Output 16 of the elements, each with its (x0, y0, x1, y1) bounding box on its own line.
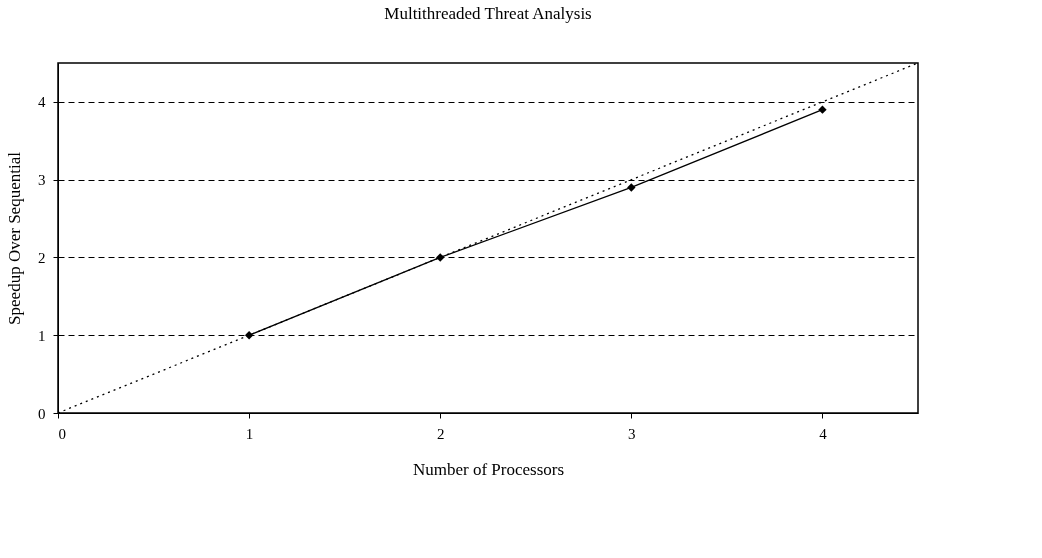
x-tick-label: 3 (628, 425, 636, 442)
y-tick-label: 1 (38, 327, 46, 344)
x-axis-title: Number of Processors (412, 459, 565, 479)
point (627, 183, 636, 192)
x-tick-label: 1 (245, 425, 254, 442)
chart-title: Multithreaded Threat Analysis (384, 4, 592, 23)
point (818, 105, 827, 114)
x-tick-label: 4 (819, 425, 828, 442)
y-axis-title: Speedup Over Sequential (5, 151, 24, 325)
x-tick-label: 2 (436, 425, 445, 442)
y-tick-label: 2 (38, 249, 46, 266)
y-tick-label: 3 (38, 172, 46, 189)
point (244, 331, 254, 340)
x-tick-label: 0 (58, 425, 66, 442)
y-tick-label: 0 (38, 405, 46, 422)
y-tick-label: 4 (38, 94, 46, 111)
